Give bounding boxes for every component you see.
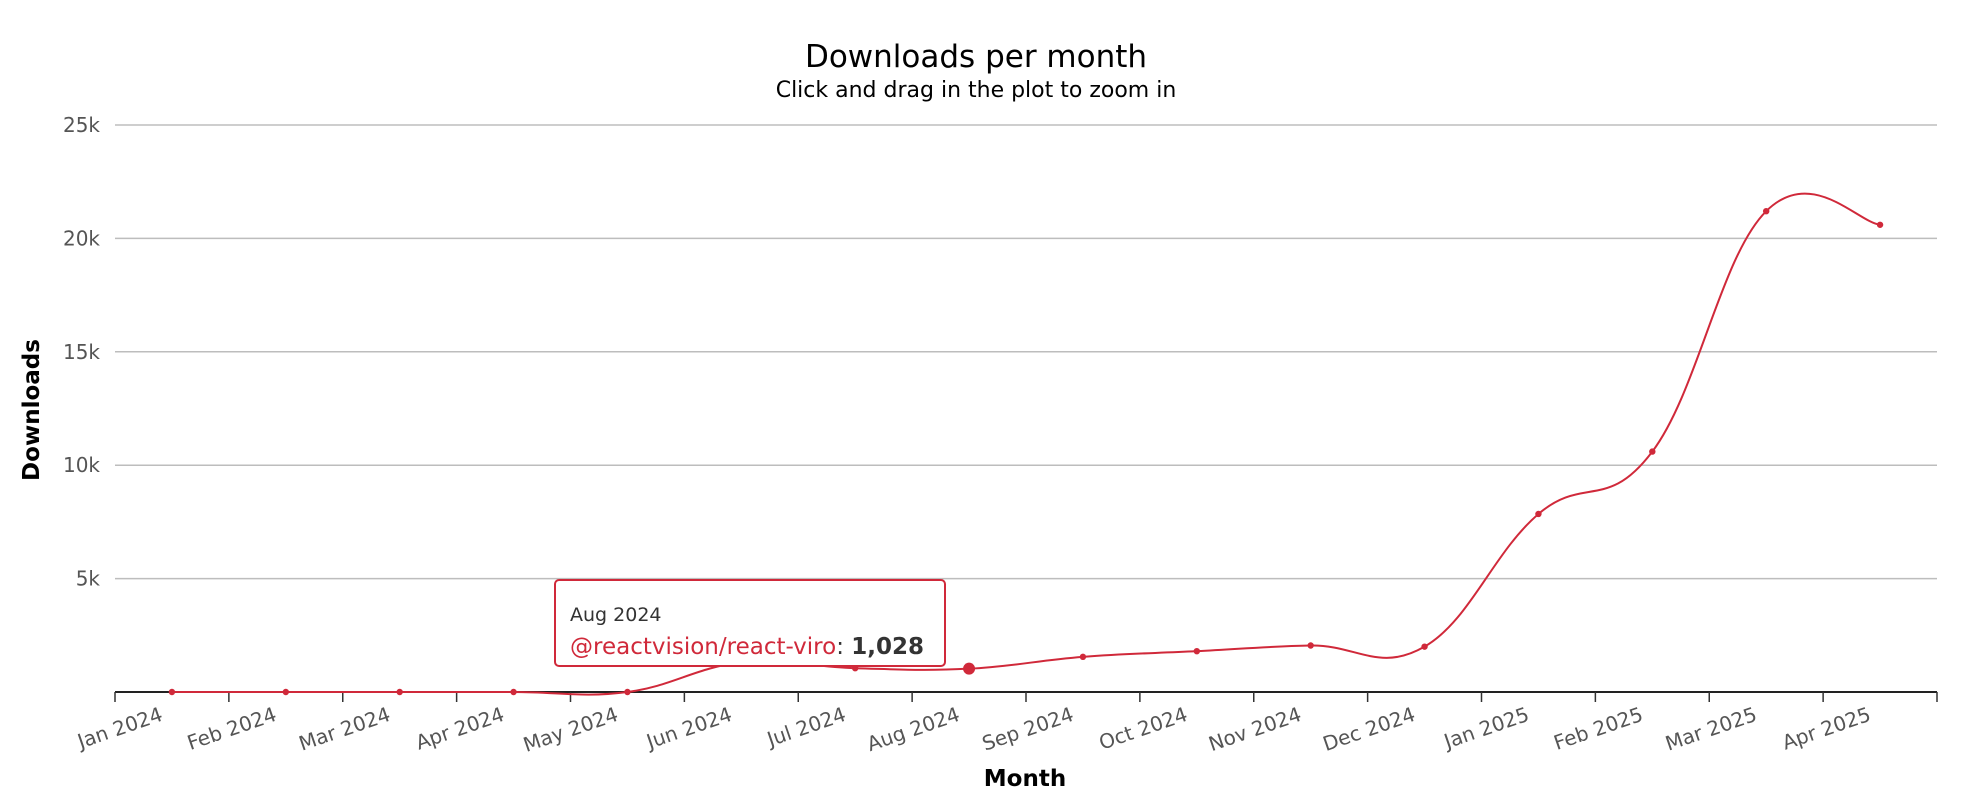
data-point[interactable] bbox=[168, 688, 176, 696]
data-point[interactable] bbox=[1193, 647, 1201, 655]
y-tick-label: 20k bbox=[63, 226, 100, 250]
data-point[interactable] bbox=[510, 688, 517, 696]
tooltip-line: @reactvision/react-viro: 1,028 bbox=[570, 634, 924, 660]
data-point-hovered[interactable] bbox=[963, 662, 976, 675]
x-tick-label: Dec 2024 bbox=[1320, 702, 1419, 756]
tooltip: Aug 2024 @reactvision/react-viro: 1,028 bbox=[554, 579, 946, 667]
series-group[interactable] bbox=[168, 192, 1884, 696]
data-point[interactable] bbox=[282, 688, 290, 696]
x-tick-label: Feb 2025 bbox=[1551, 702, 1646, 755]
x-tick-label: Sep 2024 bbox=[979, 702, 1077, 756]
data-point[interactable] bbox=[624, 688, 631, 696]
x-tick-label: Mar 2024 bbox=[296, 702, 394, 756]
x-tick-label: Jun 2024 bbox=[642, 702, 735, 754]
x-tick-label: Jan 2025 bbox=[1439, 702, 1532, 754]
chart-subtitle: Click and drag in the plot to zoom in bbox=[776, 78, 1177, 103]
gridlines bbox=[115, 124, 1937, 580]
data-point[interactable] bbox=[1307, 642, 1314, 649]
data-point[interactable] bbox=[1876, 221, 1884, 228]
x-tick-label: Apr 2025 bbox=[1779, 702, 1874, 755]
y-axis: 5k 10k 15k 20k 25k bbox=[63, 113, 100, 591]
data-point[interactable] bbox=[396, 688, 403, 696]
x-tick-label: Jul 2024 bbox=[762, 702, 849, 752]
x-tick-label: May 2024 bbox=[520, 702, 621, 757]
tooltip-category: Aug 2024 bbox=[570, 604, 662, 626]
data-point[interactable] bbox=[1535, 510, 1542, 518]
tooltip-separator: : bbox=[836, 634, 851, 660]
x-tick-label: Oct 2024 bbox=[1096, 702, 1191, 755]
y-tick-label: 10k bbox=[63, 453, 100, 477]
tooltip-series-name: @reactvision/react-viro bbox=[570, 634, 836, 660]
tooltip-box bbox=[554, 579, 946, 667]
data-point[interactable] bbox=[1649, 448, 1656, 455]
x-axis-title: Month bbox=[984, 766, 1066, 792]
x-tick-label: Nov 2024 bbox=[1205, 702, 1304, 756]
data-point[interactable] bbox=[1421, 643, 1428, 650]
series-line[interactable] bbox=[171, 192, 1881, 696]
y-tick-label: 15k bbox=[63, 340, 100, 364]
x-tick-label: Feb 2024 bbox=[184, 702, 279, 755]
chart-title: Downloads per month bbox=[805, 39, 1147, 75]
x-tick-label: Aug 2024 bbox=[864, 702, 963, 756]
x-axis: Jan 2024 Feb 2024 Mar 2024 Apr 2024 May 2024… bbox=[73, 691, 1938, 757]
x-tick-label: Jan 2024 bbox=[73, 702, 166, 754]
y-axis-title: Downloads bbox=[19, 339, 45, 481]
data-point[interactable] bbox=[1762, 207, 1770, 215]
y-tick-label: 5k bbox=[76, 567, 101, 591]
y-tick-label: 25k bbox=[63, 113, 100, 137]
tooltip-value: 1,028 bbox=[851, 634, 924, 660]
x-tick-label: Apr 2024 bbox=[413, 702, 508, 755]
x-tick-label: Mar 2025 bbox=[1662, 702, 1760, 756]
data-point[interactable] bbox=[1079, 653, 1087, 661]
